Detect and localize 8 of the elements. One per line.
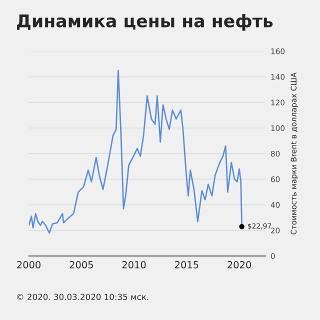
x-tick-label: 2015 (175, 261, 198, 268)
line-series (28, 70, 243, 234)
x-tick-label: 2005 (70, 261, 93, 268)
x-tick-label: 2000 (17, 261, 41, 268)
x-tick-label: 2020 (228, 261, 252, 268)
text: © 2020. 30.03.2020 10:35 мск. (17, 294, 148, 300)
x-tick-label: 2010 (122, 261, 146, 268)
chart-title: Динамика цены на нефть (17, 14, 273, 31)
